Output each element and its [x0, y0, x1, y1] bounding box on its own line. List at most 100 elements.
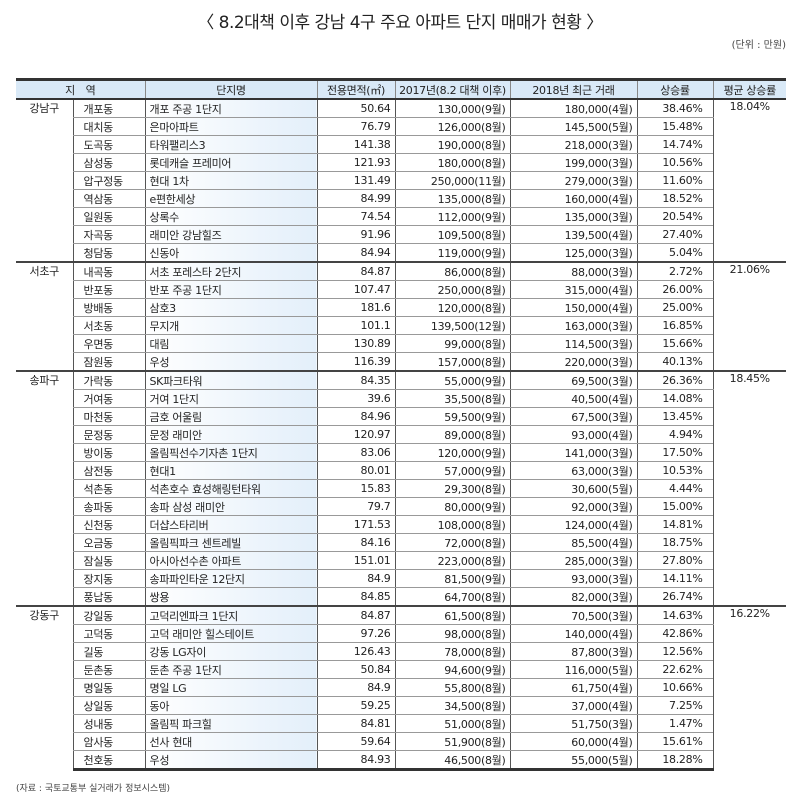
complex-cell: 서초 포레스타 2단지 — [144, 261, 317, 281]
complex-cell: 석촌호수 효성해링턴타워 — [144, 479, 317, 498]
rate-cell: 40.13% — [636, 352, 713, 372]
rate-cell: 14.08% — [636, 389, 713, 408]
rate-cell: 17.50% — [636, 443, 713, 462]
rate-cell: 22.62% — [636, 660, 713, 679]
dong-cell: 상일동 — [72, 696, 145, 715]
rate-cell: 15.48% — [636, 117, 713, 136]
price-2018-cell: 61,750(4월) — [509, 678, 637, 697]
avg-rate-cell: 18.45% — [712, 370, 786, 606]
table-row: 방이동 올림픽선수기자촌 1단지 83.06 120,000(9월) 141,000(3… — [16, 443, 786, 462]
price-2017-cell: 119,000(9월) — [394, 243, 510, 263]
table-row: 고덕동 고덕 래미안 힐스테이트 97.26 98,000(8월) 140,000(4월… — [16, 624, 786, 643]
area-cell: 50.84 — [316, 660, 395, 679]
rate-cell: 26.74% — [636, 587, 713, 607]
price-2018-cell: 51,750(3월) — [509, 714, 637, 733]
dong-cell: 삼전동 — [72, 461, 145, 480]
price-2018-cell: 85,500(4월) — [509, 533, 637, 552]
price-2018-cell: 63,000(3월) — [509, 461, 637, 480]
complex-cell: 쌍용 — [144, 587, 317, 607]
price-2018-cell: 125,000(3월) — [509, 243, 637, 263]
area-cell: 84.9 — [316, 569, 395, 588]
price-2017-cell: 78,000(8월) — [394, 642, 510, 661]
price-2017-cell: 223,000(8월) — [394, 551, 510, 570]
table-row: 서초동 무지개 101.1 139,500(12월) 163,000(3월) 16.85% — [16, 316, 786, 335]
area-cell: 116.39 — [316, 352, 395, 372]
price-2017-cell: 120,000(8월) — [394, 298, 510, 317]
price-2017-cell: 108,000(8월) — [394, 515, 510, 534]
price-2018-cell: 140,000(4월) — [509, 624, 637, 643]
table-row: 강남구 개포동 개포 주공 1단지 50.64 130,000(9월) 180,000(4… — [16, 99, 786, 262]
price-2017-cell: 139,500(12월) — [394, 316, 510, 335]
price-2018-cell: 279,000(3월) — [509, 171, 637, 190]
rate-cell: 38.46% — [636, 99, 713, 118]
table-row: 송파구 가락동 SK파크타워 84.35 55,000(9월) 69,500(3월) 26.… — [16, 370, 786, 606]
dong-cell: 가락동 — [72, 370, 145, 390]
dong-cell: 방배동 — [72, 298, 145, 317]
district-cell: 강남구 — [29, 102, 60, 115]
table-row: 대치동 은마아파트 76.79 126,000(8월) 145,500(5월) 15.48… — [16, 117, 786, 136]
area-cell: 171.53 — [316, 515, 395, 534]
price-2018-cell: 93,000(4월) — [509, 425, 637, 444]
complex-cell: 둔촌 주공 1단지 — [144, 660, 317, 679]
dong-cell: 강일동 — [72, 605, 145, 625]
rate-cell: 4.44% — [636, 479, 713, 498]
table-row: 삼전동 현대1 80.01 57,000(9월) 63,000(3월) 10.53% — [16, 461, 786, 480]
area-cell: 84.87 — [316, 261, 395, 281]
table-row: 일원동 상록수 74.54 112,000(9월) 135,000(3월) 20.54% — [16, 207, 786, 226]
rate-cell: 18.75% — [636, 533, 713, 552]
rate-cell: 10.66% — [636, 678, 713, 697]
table-row: 반포동 반포 주공 1단지 107.47 250,000(8월) 315,000(4월)… — [16, 280, 786, 299]
avg-rate-cell: 21.06% — [712, 261, 786, 371]
complex-cell: 명일 LG — [144, 678, 317, 697]
price-2017-cell: 81,500(9월) — [394, 569, 510, 588]
price-2018-cell: 114,500(3월) — [509, 334, 637, 353]
table-row: 서초구 내곡동 서초 포레스타 2단지 84.87 86,000(8월) 88,000(3… — [16, 261, 786, 371]
rate-cell: 26.36% — [636, 370, 713, 390]
price-2018-cell: 55,000(5월) — [509, 750, 637, 771]
area-cell: 76.79 — [316, 117, 395, 136]
price-2018-cell: 135,000(3월) — [509, 207, 637, 226]
dong-cell: 암사동 — [72, 732, 145, 751]
table-row: 문정동 문정 래미안 120.97 89,000(8월) 93,000(4월) 4.94% — [16, 425, 786, 444]
price-2017-cell: 72,000(8월) — [394, 533, 510, 552]
area-cell: 59.25 — [316, 696, 395, 715]
table-row: 압구정동 현대 1차 131.49 250,000(11월) 279,000(3월) 11… — [16, 171, 786, 190]
complex-cell: 상록수 — [144, 207, 317, 226]
dong-cell: 도곡동 — [72, 135, 145, 154]
complex-cell: 래미안 강남힐즈 — [144, 225, 317, 244]
table-row: 송파동 송파 삼성 래미안 79.7 80,000(9월) 92,000(3월) 15.0… — [16, 497, 786, 516]
complex-cell: SK파크타워 — [144, 370, 317, 390]
area-cell: 84.85 — [316, 587, 395, 607]
rate-cell: 15.61% — [636, 732, 713, 751]
dong-cell: 반포동 — [72, 280, 145, 299]
area-cell: 121.93 — [316, 153, 395, 172]
complex-cell: 아시아선수촌 아파트 — [144, 551, 317, 570]
dong-cell: 잠실동 — [72, 551, 145, 570]
complex-cell: 무지개 — [144, 316, 317, 335]
complex-cell: 고덕 래미안 힐스테이트 — [144, 624, 317, 643]
price-2017-cell: 157,000(8월) — [394, 352, 510, 372]
complex-cell: 선사 현대 — [144, 732, 317, 751]
price-2017-cell: 130,000(9월) — [394, 99, 510, 118]
area-cell: 80.01 — [316, 461, 395, 480]
complex-cell: 대림 — [144, 334, 317, 353]
complex-cell: 거여 1단지 — [144, 389, 317, 408]
table-row: 마천동 금호 어울림 84.96 59,500(9월) 67,500(3월) 13.45% — [16, 407, 786, 426]
table-row: 자곡동 래미안 강남힐즈 91.96 109,500(8월) 139,500(4월) 27… — [16, 225, 786, 244]
rate-cell: 16.85% — [636, 316, 713, 335]
table-row: 잠실동 아시아선수촌 아파트 151.01 223,000(8월) 285,000(3월… — [16, 551, 786, 570]
area-cell: 83.06 — [316, 443, 395, 462]
area-cell: 15.83 — [316, 479, 395, 498]
price-2017-cell: 29,300(8월) — [394, 479, 510, 498]
dong-cell: 장지동 — [72, 569, 145, 588]
complex-cell: 고덕리엔파크 1단지 — [144, 605, 317, 625]
complex-cell: 올림픽선수기자촌 1단지 — [144, 443, 317, 462]
area-cell: 59.64 — [316, 732, 395, 751]
price-2017-cell: 98,000(8월) — [394, 624, 510, 643]
source-note: (자료 : 국토교통부 실거래가 정보시스템) — [16, 784, 170, 794]
dong-cell: 오금동 — [72, 533, 145, 552]
header-row: 지 역 단지명 전용면적(㎡) 2017년(8.2 대책 이후) 2018년 최… — [16, 78, 786, 100]
rate-cell: 20.54% — [636, 207, 713, 226]
avg-rate-cell: 18.04% — [712, 99, 786, 262]
table-row: 오금동 올림픽파크 센트레빌 84.16 72,000(8월) 85,500(4월) 18… — [16, 533, 786, 552]
